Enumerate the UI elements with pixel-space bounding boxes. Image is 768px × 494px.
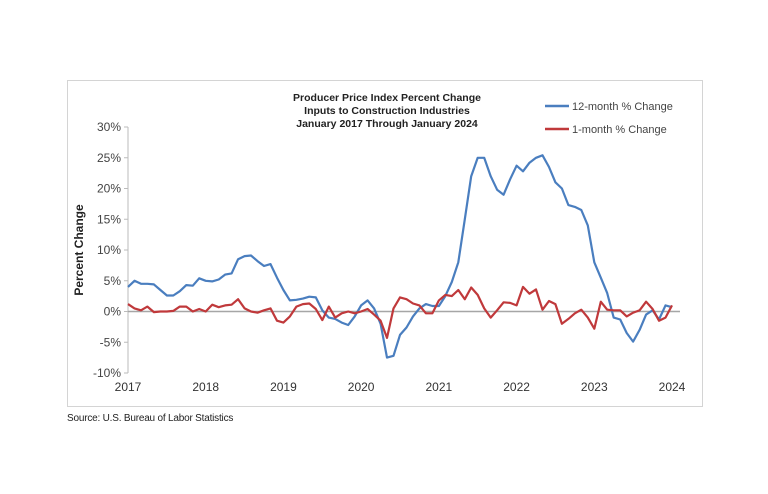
source-note: Source: U.S. Bureau of Labor Statistics — [67, 413, 234, 424]
chart-title-line: January 2017 Through January 2024 — [296, 118, 478, 130]
x-tick-label: 2017 — [115, 380, 142, 394]
series-line-1-month — [127, 285, 673, 339]
x-tick-label: 2019 — [270, 380, 297, 394]
x-tick-label: 2023 — [581, 380, 608, 394]
y-tick-label: 10% — [97, 243, 121, 257]
y-tick-label: 15% — [97, 212, 121, 226]
y-tick-label: 30% — [97, 120, 121, 134]
x-tick-label: 2021 — [426, 380, 453, 394]
series-line-12-month — [127, 154, 673, 359]
y-tick-label: -5% — [100, 335, 122, 349]
chart-title-line: Producer Price Index Percent Change — [293, 92, 481, 104]
x-tick-label: 2018 — [192, 380, 219, 394]
x-tick-label: 2022 — [503, 380, 530, 394]
y-axis-label: Percent Change — [72, 204, 86, 296]
legend-label: 1-month % Change — [572, 124, 667, 136]
y-tick-label: 25% — [97, 151, 121, 165]
x-tick-label: 2020 — [348, 380, 375, 394]
x-tick-label: 2024 — [659, 380, 686, 394]
y-tick-label: -10% — [93, 366, 121, 380]
chart-frame — [67, 80, 703, 407]
chart-title-line: Inputs to Construction Industries — [304, 105, 470, 117]
y-tick-label: 20% — [97, 182, 121, 196]
legend-label: 12-month % Change — [572, 101, 673, 113]
y-tick-label: 0% — [104, 305, 122, 319]
y-tick-label: 5% — [104, 274, 122, 288]
